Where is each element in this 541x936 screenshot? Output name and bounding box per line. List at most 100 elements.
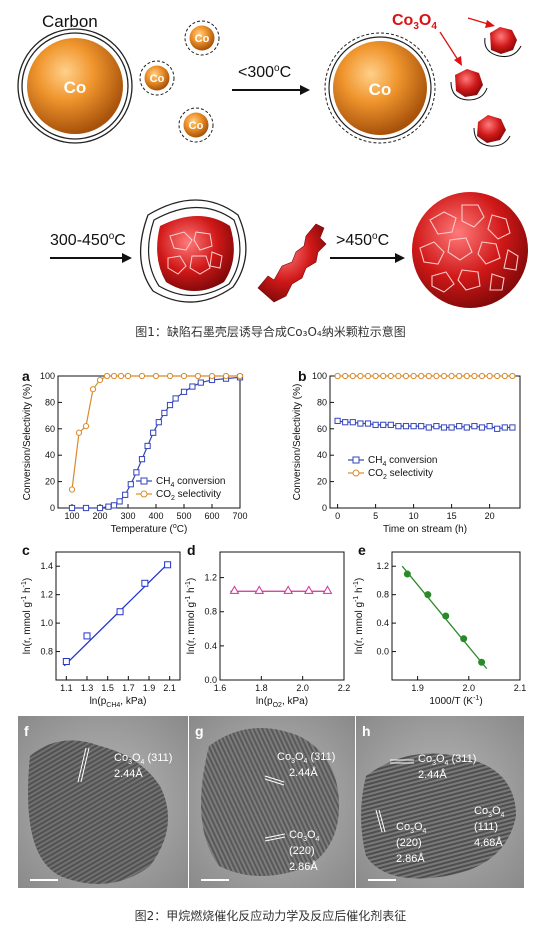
data-point <box>433 423 440 430</box>
data-point <box>460 635 468 643</box>
x-axis-title: Temperature (oC) <box>111 523 188 535</box>
data-point <box>463 424 470 431</box>
data-point <box>152 372 160 380</box>
data-point <box>494 425 501 432</box>
y-tick-label: 0.8 <box>204 607 217 617</box>
data-point <box>194 372 202 380</box>
co3o4-agglomerate <box>412 192 528 308</box>
data-point <box>478 658 486 666</box>
figure1-caption: 图1：缺陷石墨壳层诱导合成Co₃O₄纳米颗粒示意图 <box>135 325 406 339</box>
tem-h-label2: Co3O4 <box>396 821 427 835</box>
data-point <box>471 423 478 430</box>
data-point <box>425 372 432 380</box>
data-point <box>155 419 162 426</box>
svg-text:CO2 selectivity: CO2 selectivity <box>156 489 221 502</box>
series-line <box>337 420 513 430</box>
panel-label-e: e <box>358 542 366 558</box>
data-point <box>197 379 204 386</box>
x-tick-label: 600 <box>204 511 219 521</box>
x-axis-title: ln(pCH4, kPa) <box>90 696 147 709</box>
data-point <box>89 386 97 393</box>
y-tick-label: 0.4 <box>204 641 217 651</box>
x-tick-label: 5 <box>373 511 378 521</box>
data-point <box>395 423 402 430</box>
legend-entry: CO2 selectivity <box>136 489 221 502</box>
tem-g-spacing2: 2.86Å <box>289 860 318 873</box>
tem-h-spacing3: 4.68Å <box>474 836 503 849</box>
data-point <box>410 423 417 430</box>
data-point <box>127 481 134 488</box>
data-point <box>402 423 410 430</box>
encapsulated-co3o4-cluster <box>139 199 247 303</box>
x-tick-label: 1.9 <box>411 683 424 693</box>
data-point <box>96 504 104 512</box>
svg-text:>450oC: >450oC <box>336 231 389 249</box>
tem-h-label: Co3O4 (311) <box>418 753 476 767</box>
x-tick-label: 0 <box>335 511 340 521</box>
y-tick-label: 20 <box>45 477 55 487</box>
svg-text:CO2 selectivity: CO2 selectivity <box>368 468 433 481</box>
data-point <box>322 585 333 594</box>
data-point <box>141 579 149 587</box>
co3o4-pointer-arrows <box>439 17 495 66</box>
small-co-particle-3: Co <box>178 107 214 143</box>
x-tick-label: 500 <box>176 511 191 521</box>
data-point <box>180 388 188 395</box>
x-tick-label: 1.3 <box>81 683 94 693</box>
svg-text:300-450oC: 300-450oC <box>50 231 126 249</box>
tem-h-spacing: 2.44Å <box>418 768 447 781</box>
co-particle-with-shell: Co <box>17 28 133 144</box>
data-point <box>418 423 425 430</box>
data-point <box>509 424 516 431</box>
svg-text:CH4 conversion: CH4 conversion <box>156 476 226 489</box>
y-tick-label: 1.0 <box>40 618 53 628</box>
data-point <box>122 491 129 498</box>
data-point <box>144 442 151 450</box>
tem-g-label2: Co3O4 <box>289 829 320 843</box>
data-point <box>372 421 379 428</box>
plot-frame <box>55 551 181 681</box>
svg-text:Co: Co <box>150 73 165 85</box>
small-co-particle-1: Co <box>184 20 220 56</box>
tem-h-plane3: (111) <box>474 821 498 833</box>
tem-h-plane2: (220) <box>396 837 422 849</box>
y-tick-label: 1.2 <box>204 573 217 583</box>
y-tick-label: 1.2 <box>40 590 53 600</box>
data-point <box>372 372 379 380</box>
svg-text:<300oC: <300oC <box>238 63 291 81</box>
tem-h-spacing2: 2.86Å <box>396 852 425 865</box>
data-point <box>229 585 240 594</box>
y-axis-title: ln(r, mmol g-1 h-1) <box>353 578 365 654</box>
x-tick-label: 1.7 <box>122 683 135 693</box>
data-point <box>478 424 486 431</box>
data-point <box>83 632 91 640</box>
data-point <box>424 591 432 599</box>
data-point <box>222 372 230 380</box>
data-point <box>456 423 463 430</box>
co3o4-particle-1 <box>484 27 522 57</box>
y-axis-title: Conversion/Selectivity (%) <box>22 384 33 501</box>
data-point <box>334 372 341 380</box>
plot-frame <box>219 551 345 681</box>
x-tick-label: 10 <box>409 511 419 521</box>
data-point <box>456 372 463 380</box>
data-point <box>164 561 172 569</box>
y-tick-label: 40 <box>45 450 55 460</box>
y-tick-label: 80 <box>317 397 327 407</box>
data-point <box>68 486 76 493</box>
data-point <box>254 585 265 594</box>
y-axis-title: ln(r, mmol g-1 h-1) <box>21 578 33 654</box>
data-point <box>117 372 125 380</box>
y-tick-label: 20 <box>317 477 327 487</box>
data-point <box>62 658 70 666</box>
data-point <box>433 372 440 380</box>
data-point <box>342 372 349 380</box>
data-point <box>357 372 364 380</box>
panel-label-g: g <box>195 723 204 739</box>
data-point <box>418 372 425 380</box>
data-point <box>486 423 493 430</box>
y-tick-label: 40 <box>317 450 327 460</box>
data-point <box>161 409 168 417</box>
chart-d: 1.6 1.8 2.0 2.2 0.0 0.4 0.8 1.2 ln(pO2, kPa) ln(r… <box>185 551 350 709</box>
data-point <box>133 469 140 476</box>
